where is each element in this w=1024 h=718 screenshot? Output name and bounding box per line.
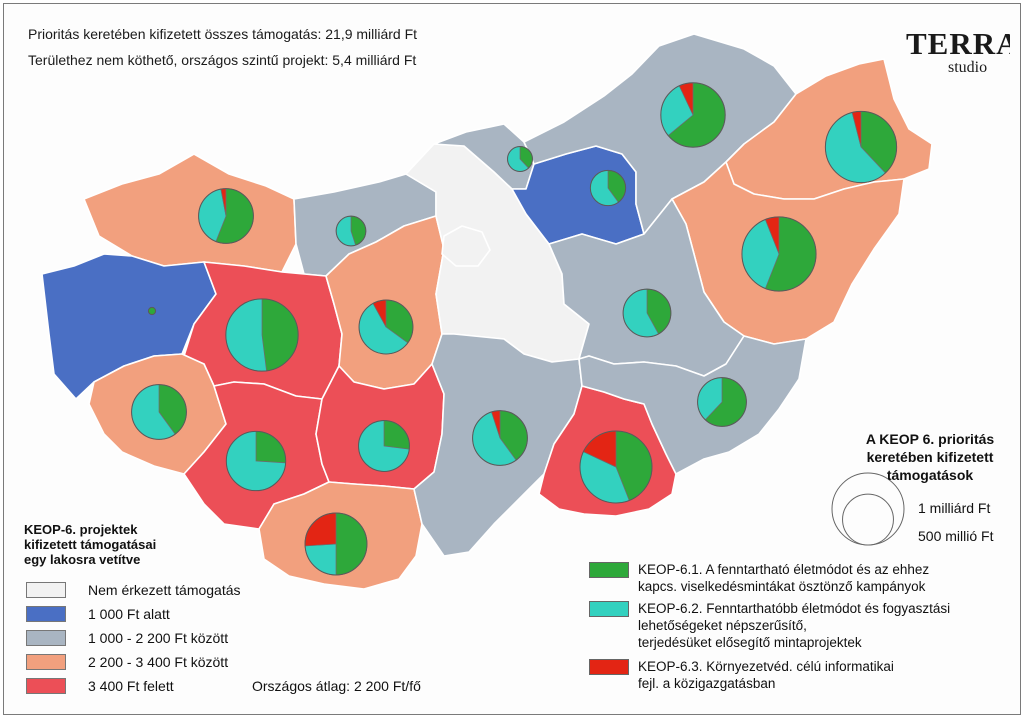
- svg-text:TERRA: TERRA: [906, 26, 1010, 60]
- pie-legend-line: fejl. a közigazgatásban: [638, 676, 776, 691]
- studio-logo: studio: [948, 58, 1008, 81]
- pie-szabolcs-szatmar-bereg: [824, 110, 898, 184]
- legend-label: 1 000 Ft alatt: [88, 606, 170, 622]
- pie-outline: [147, 306, 157, 316]
- legend-item-below-1000: 1 000 Ft alatt: [26, 605, 170, 623]
- size-legend-circle-small: [842, 493, 894, 546]
- legend-swatch: [26, 654, 66, 670]
- legend-label: 3 400 Ft felett: [88, 678, 174, 694]
- pie-bacs-kiskun: [472, 410, 528, 466]
- pie-tolna: [358, 420, 410, 472]
- pie-gyor-moson-sopron: [198, 188, 254, 244]
- pie-legend-line: KEOP-6.3. Környezetvéd. célú informatika…: [638, 659, 894, 674]
- pie-bekes: [697, 377, 747, 427]
- legend-title-line: KEOP-6. projektek: [24, 522, 138, 537]
- legend-swatch: [26, 630, 66, 646]
- pie-komarom-esztergom: [335, 215, 367, 247]
- legend-swatch: [26, 678, 66, 694]
- national-average-text: Országos átlag: 2 200 Ft/fő: [252, 678, 421, 694]
- pie-csongrad: [579, 430, 653, 504]
- pie-outline: [507, 146, 533, 172]
- pie-outline: [589, 169, 627, 207]
- legend-item-1000-2200: 1 000 - 2 200 Ft között: [26, 629, 228, 647]
- pie-nograd: [507, 146, 533, 172]
- legend-item-above-3400: 3 400 Ft felett: [26, 677, 174, 695]
- size-title-line: támogatások: [886, 467, 974, 483]
- size-legend-title: A KEOP 6. prioritás keretében kifizetett…: [844, 430, 1016, 484]
- size-legend-circles: [831, 472, 905, 546]
- legend-swatch: [26, 582, 66, 598]
- pie-legend-label: KEOP-6.2. Fenntarthatóbb életmódot és fo…: [638, 600, 950, 651]
- pie-zala: [131, 384, 187, 440]
- pie-legend-label: KEOP-6.1. A fenntartható életmódot és az…: [638, 561, 929, 595]
- legend-title-line: egy lakosra vetítve: [24, 552, 141, 567]
- pie-somogy: [225, 430, 287, 492]
- pie-legend-swatch: [589, 659, 629, 675]
- legend-item-none: Nem érkezett támogatás: [26, 581, 241, 599]
- pie-legend-line: KEOP-6.2. Fenntarthatóbb életmódot és fo…: [638, 601, 951, 616]
- pie-legend-line: lehetőségeket népszerűsítő,: [638, 618, 807, 633]
- pie-outline: [824, 110, 898, 184]
- pie-outline: [697, 377, 747, 427]
- map-frame: Prioritás keretében kifizetett összes tá…: [3, 3, 1021, 715]
- pie-borsod-abauj-zemplen: [660, 82, 726, 148]
- pie-outline: [335, 215, 367, 247]
- pie-outline: [472, 410, 528, 466]
- pie-outline: [358, 420, 410, 472]
- pie-legend-item-6-2: KEOP-6.2. Fenntarthatóbb életmódot és fo…: [589, 600, 950, 651]
- pie-outline: [225, 298, 299, 372]
- terra-logo-wordmark: TERRA: [906, 26, 1019, 61]
- legend-swatch: [26, 606, 66, 622]
- pie-outline: [579, 430, 653, 504]
- pie-outline: [741, 216, 817, 292]
- legend-item-2200-3400: 2 200 - 3 400 Ft között: [26, 653, 228, 671]
- pie-legend-swatch: [589, 562, 629, 578]
- size-title-line: keretében kifizetett: [866, 449, 994, 465]
- pie-outline: [225, 430, 287, 492]
- size-title-line: A KEOP 6. prioritás: [865, 431, 995, 447]
- pie-outline: [131, 384, 187, 440]
- total-support-text: Prioritás keretében kifizetett összes tá…: [28, 26, 418, 42]
- national-project-text: Területhez nem köthető, országos szintű …: [28, 52, 417, 68]
- terra-logo: TERRA: [906, 26, 1019, 68]
- size-legend-small-label: 500 millió Ft: [918, 528, 994, 544]
- studio-logo-wordmark: studio: [948, 59, 987, 76]
- pie-layer: [131, 82, 898, 576]
- pie-legend-line: terjedésüket elősegítő mintaprojektek: [638, 635, 862, 650]
- pie-vas: [147, 306, 157, 316]
- pie-fejer: [358, 299, 414, 355]
- pie-legend-item-6-1: KEOP-6.1. A fenntartható életmódot és az…: [589, 561, 929, 595]
- pie-jasz-nagykun-szolnok: [622, 288, 672, 338]
- pie-outline: [304, 512, 368, 576]
- legend-label: 1 000 - 2 200 Ft között: [88, 630, 229, 646]
- pie-veszprem: [225, 298, 299, 372]
- pie-outline: [198, 188, 254, 244]
- county-map: [41, 33, 933, 590]
- pie-hajdu-bihar: [741, 216, 817, 292]
- county-layer: [41, 33, 933, 590]
- county-vas: [41, 253, 217, 400]
- pie-legend-swatch: [589, 601, 629, 617]
- pie-legend-line: kapcs. viselkedésmintákat ösztönző kampá…: [638, 579, 926, 594]
- county-budapest: [441, 225, 491, 267]
- pie-legend-line: KEOP-6.1. A fenntartható életmódot és az…: [638, 562, 930, 577]
- legend-title-line: kifizetett támogatásai: [24, 537, 157, 552]
- pie-legend-label: KEOP-6.3. Környezetvéd. célú informatika…: [638, 658, 894, 692]
- pie-heves: [589, 169, 627, 207]
- svg-text:studio: studio: [948, 59, 987, 76]
- pie-legend-item-6-3: KEOP-6.3. Környezetvéd. célú informatika…: [589, 658, 894, 692]
- size-legend-large-label: 1 milliárd Ft: [918, 500, 991, 516]
- pie-outline: [622, 288, 672, 338]
- pie-baranya: [304, 512, 368, 576]
- legend-label: Nem érkezett támogatás: [88, 582, 241, 598]
- pie-outline: [660, 82, 726, 148]
- choropleth-legend-title: KEOP-6. projektek kifizetett támogatásai…: [24, 522, 156, 567]
- county-bekes: [578, 335, 807, 475]
- pie-outline: [358, 299, 414, 355]
- legend-label: 2 200 - 3 400 Ft között: [88, 654, 229, 670]
